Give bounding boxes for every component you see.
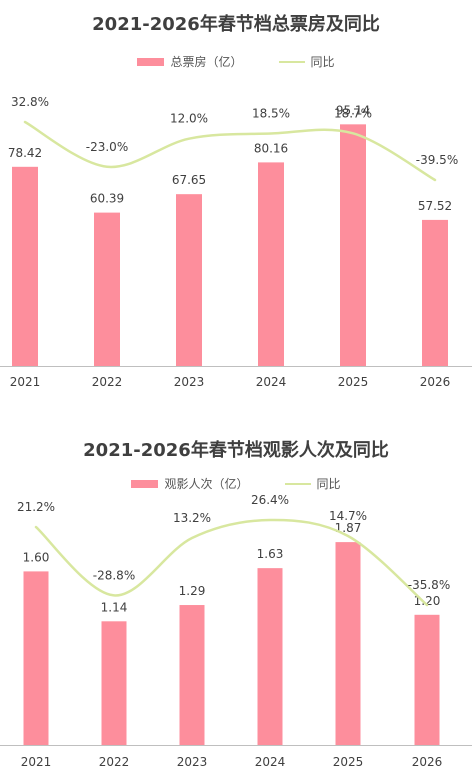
legend-bar-label: 观影人次（亿） xyxy=(164,477,249,491)
bar-2021 xyxy=(12,166,38,366)
bar-value-label: 80.16 xyxy=(254,141,288,155)
yoy-label: 21.2% xyxy=(17,500,55,514)
legend-bar-label: 总票房（亿） xyxy=(170,55,243,69)
legend-line-swatch xyxy=(278,60,305,63)
yoy-label: 14.7% xyxy=(329,509,367,523)
yoy-label: -35.8% xyxy=(408,578,450,592)
bar-value-label: 95.14 xyxy=(336,103,370,117)
yoy-label: -23.0% xyxy=(86,140,128,154)
yoy-label: 18.7% xyxy=(334,106,372,120)
bar-value-label: 60.39 xyxy=(90,192,124,206)
legend-item-line: 同比 xyxy=(278,53,335,70)
x-tick-label: 2021 xyxy=(10,375,41,389)
x-tick-label: 2021 xyxy=(21,755,52,769)
legend-line-label: 同比 xyxy=(310,55,335,69)
x-tick-label: 2024 xyxy=(255,755,286,769)
chart-legend: 总票房（亿） 同比 xyxy=(0,53,472,70)
chart-title: 2021-2026年春节档观影人次及同比 xyxy=(83,440,389,461)
bar-value-label: 78.42 xyxy=(8,146,42,160)
bar-2026 xyxy=(422,219,448,366)
yoy-label: -39.5% xyxy=(416,153,458,167)
x-tick-label: 2023 xyxy=(174,375,205,389)
yoy-label: 32.8% xyxy=(11,95,49,109)
bar-2022 xyxy=(94,212,120,366)
bar-2026 xyxy=(414,614,440,745)
legend-line-label: 同比 xyxy=(316,477,341,491)
x-tick-label: 2022 xyxy=(92,375,123,389)
bar-value-label: 57.52 xyxy=(418,199,452,213)
yoy-label: 12.0% xyxy=(170,112,208,126)
bar-2023 xyxy=(176,194,202,366)
bar-2024 xyxy=(257,568,283,745)
x-tick-label: 2025 xyxy=(338,375,369,389)
bar-value-label: 1.29 xyxy=(179,584,206,598)
yoy-label: 18.5% xyxy=(252,106,290,120)
bar-2023 xyxy=(179,605,205,745)
x-tick-label: 2026 xyxy=(420,375,451,389)
box-office-chart: 2021-2026年春节档总票房及同比 总票房（亿） 同比 78.42 60.39… xyxy=(0,14,472,389)
bar-value-label: 1.87 xyxy=(335,521,362,535)
yoy-label: -28.8% xyxy=(93,568,135,582)
chart-title: 2021-2026年春节档总票房及同比 xyxy=(92,14,380,35)
x-tick-label: 2023 xyxy=(177,755,208,769)
yoy-label: 26.4% xyxy=(251,493,289,507)
bar-value-label: 1.60 xyxy=(23,550,50,564)
x-tick-label: 2024 xyxy=(256,375,287,389)
admissions-chart: 2021-2026年春节档观影人次及同比 观影人次（亿） 同比 1.60 1.14… xyxy=(0,425,472,773)
x-tick-label: 2022 xyxy=(99,755,130,769)
yoy-line xyxy=(34,518,429,607)
x-tick-label: 2025 xyxy=(333,755,364,769)
bar-value-label: 67.65 xyxy=(172,173,206,187)
legend-bar-swatch xyxy=(131,479,159,488)
bar-value-label: 1.14 xyxy=(101,600,128,614)
bar-2025 xyxy=(335,542,361,745)
bar-2021 xyxy=(23,571,49,745)
bar-2022 xyxy=(101,621,127,745)
yoy-line xyxy=(23,120,437,182)
bar-value-label: 1.63 xyxy=(257,547,284,561)
bar-2024 xyxy=(258,162,284,366)
bar-2025 xyxy=(340,124,366,367)
legend-bar-swatch xyxy=(137,57,165,66)
legend-line-swatch xyxy=(284,482,311,485)
x-tick-label: 2026 xyxy=(412,755,443,769)
yoy-label: 13.2% xyxy=(173,511,211,525)
legend-item-bar: 总票房（亿） xyxy=(137,53,243,70)
plot-area: 78.42 60.39 67.65 80.16 95.14 57.52 2021 2022 20… xyxy=(0,95,472,389)
legend-item-line: 同比 xyxy=(284,475,341,492)
legend-item-bar: 观影人次（亿） xyxy=(131,475,249,492)
chart-legend: 观影人次（亿） 同比 xyxy=(0,475,472,492)
